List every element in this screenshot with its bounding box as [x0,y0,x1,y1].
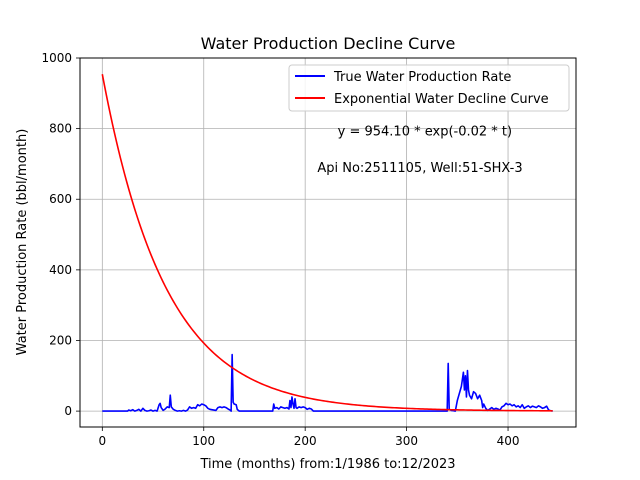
y-tick-label: 800 [49,122,72,136]
y-tick-label: 600 [49,192,72,206]
chart-title: Water Production Decline Curve [201,34,456,53]
y-tick-label: 0 [64,404,72,418]
well-annotation: Api No:2511105, Well:51-SHX-3 [317,161,522,176]
y-axis: 0 200 400 600 800 1000 [41,51,80,418]
x-axis: 0 100 200 300 400 [98,427,519,448]
x-tick-label: 0 [98,434,106,448]
annotations: y = 954.10 * exp(-0.02 * t) Api No:25111… [317,125,522,176]
y-tick-label: 200 [49,333,72,347]
legend: True Water Production Rate Exponential W… [288,64,570,112]
y-tick-label: 1000 [41,51,72,65]
equation-annotation: y = 954.10 * exp(-0.02 * t) [338,125,512,140]
plot-frame [79,57,577,428]
legend-label-true-rate: True Water Production Rate [333,70,511,85]
series-exponential-water-decline-curve [101,74,553,412]
legend-box [288,64,570,112]
y-axis-label: Water Production Rate (bbl/month) [15,129,30,356]
legend-label-decline-curve: Exponential Water Decline Curve [334,92,549,107]
x-axis-label: Time (months) from:1/1986 to:12/2023 [199,457,455,472]
x-tick-label: 400 [497,434,520,448]
x-tick-label: 300 [395,434,418,448]
series-layer [101,74,553,412]
x-tick-label: 200 [294,434,317,448]
x-tick-label: 100 [192,434,215,448]
y-tick-label: 400 [49,263,72,277]
